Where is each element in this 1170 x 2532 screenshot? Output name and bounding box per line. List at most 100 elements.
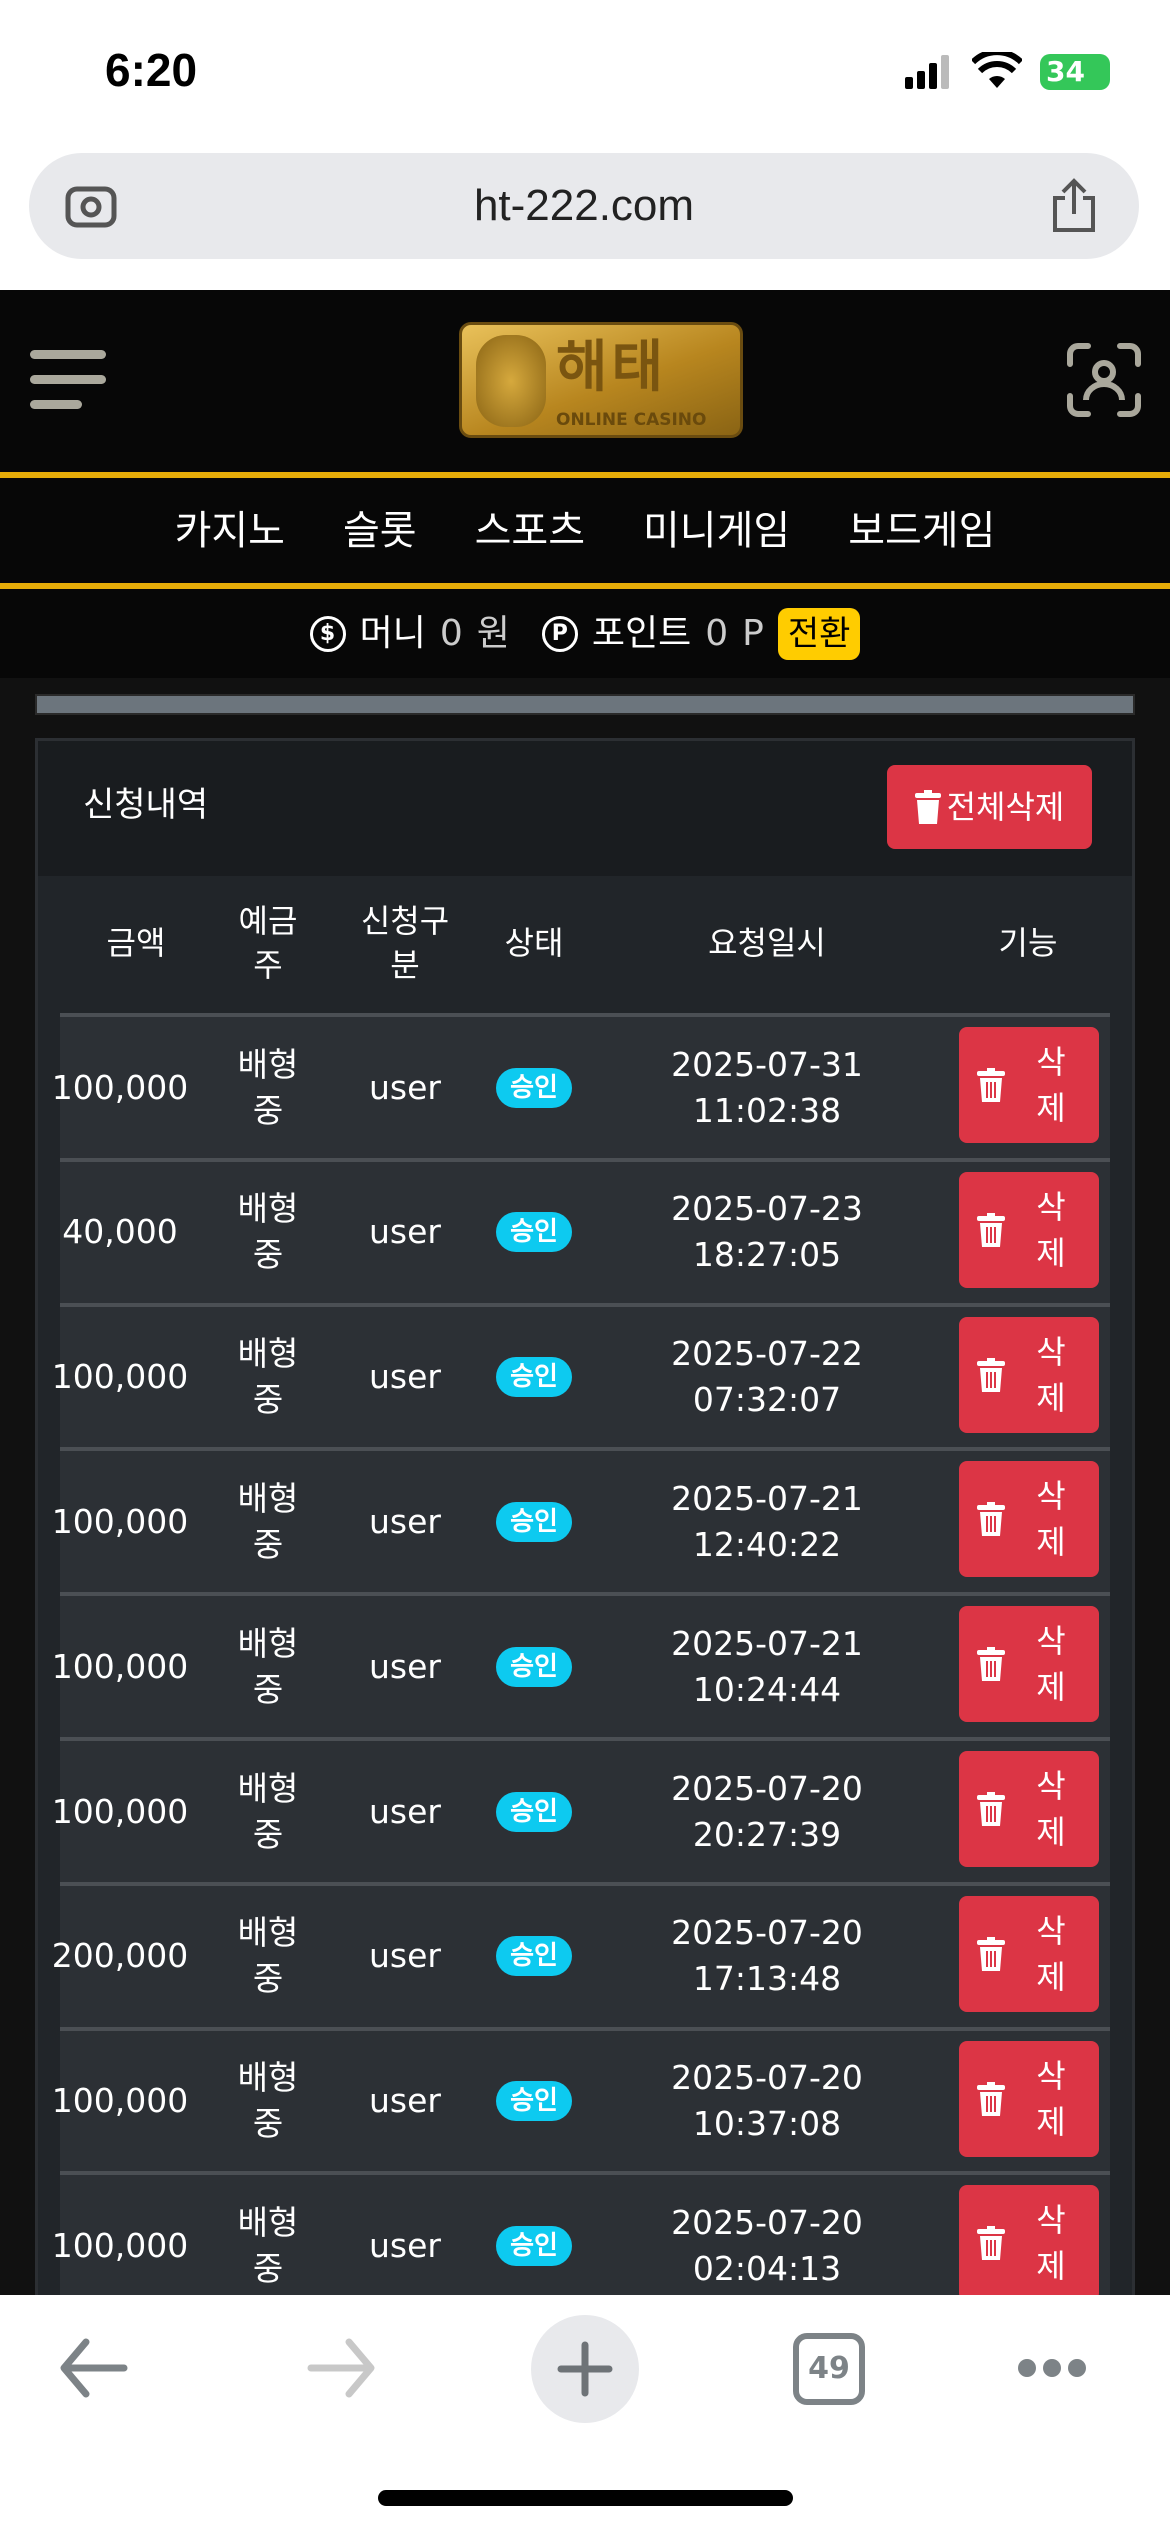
delete-label: 삭제 bbox=[1036, 1911, 1066, 1996]
status-cell: 승인 bbox=[479, 1596, 589, 1737]
delete-label: 삭제 bbox=[1036, 1622, 1066, 1707]
request-time: 10:24:44 bbox=[692, 1669, 842, 1709]
trash-icon bbox=[977, 1212, 1005, 1247]
share-icon[interactable] bbox=[1049, 178, 1099, 234]
type-cell: user bbox=[369, 1357, 441, 1397]
card-title: 신청내역 bbox=[83, 785, 209, 825]
request-time: 17:13:48 bbox=[692, 1959, 842, 1999]
menu-icon[interactable] bbox=[30, 350, 106, 410]
nav-minigame[interactable]: 미니게임 bbox=[643, 507, 791, 554]
trash-icon bbox=[914, 790, 941, 824]
type-cell: user bbox=[369, 1791, 441, 1831]
status-cell: 승인 bbox=[479, 2031, 589, 2172]
status-cell: 승인 bbox=[479, 1886, 589, 2027]
delete-button[interactable]: 삭제 bbox=[959, 1027, 1099, 1143]
nav-casino[interactable]: 카지노 bbox=[174, 507, 285, 554]
table-row: 40,000 배형중 user 승인 2025-07-23 18:27:05 삭제 bbox=[60, 1157, 1110, 1303]
delete-all-button[interactable]: 전체삭제 bbox=[887, 765, 1092, 849]
progress-bar bbox=[35, 694, 1135, 715]
delete-button[interactable]: 삭제 bbox=[959, 1171, 1099, 1288]
money-value: 0 bbox=[439, 612, 463, 654]
trash-icon bbox=[977, 1936, 1005, 1971]
request-time: 02:04:13 bbox=[692, 2248, 842, 2288]
delete-label: 삭제 bbox=[1036, 1332, 1066, 1417]
holder-cell: 배형중 bbox=[237, 2202, 299, 2288]
card-header: 신청내역 전체삭제 bbox=[38, 741, 1132, 876]
convert-button[interactable]: 전환 bbox=[777, 607, 861, 660]
tabs-button[interactable]: 49 bbox=[793, 2333, 865, 2405]
new-tab-button[interactable] bbox=[531, 2315, 639, 2423]
table-row: 100,000 배형중 user 승인 2025-07-20 10:37:08 삭제 bbox=[52, 2026, 1110, 2172]
request-time-cell: 2025-07-23 18:27:05 bbox=[642, 1162, 892, 1303]
request-date: 2025-07-23 bbox=[671, 1189, 863, 1229]
status-bar: 6:20 34 bbox=[0, 0, 1170, 150]
status-badge: 승인 bbox=[496, 1501, 572, 1542]
status-cell: 승인 bbox=[479, 1162, 589, 1303]
request-time-cell: 2025-07-21 12:40:22 bbox=[642, 1451, 892, 1592]
status-badge: 승인 bbox=[496, 1791, 572, 1832]
nav-sports[interactable]: 스포츠 bbox=[474, 507, 585, 554]
site-header: 해태 ONLINE CASINO bbox=[0, 290, 1170, 472]
holder-cell: 배형중 bbox=[237, 1913, 299, 1999]
status-cell: 승인 bbox=[479, 2175, 589, 2316]
delete-button[interactable]: 삭제 bbox=[959, 1751, 1099, 1867]
request-time: 10:37:08 bbox=[692, 2104, 842, 2144]
delete-label: 삭제 bbox=[1036, 2056, 1066, 2141]
main-nav: 카지노 슬롯 스포츠 미니게임 보드게임 bbox=[0, 478, 1170, 583]
amount-cell: 100,000 bbox=[51, 2081, 189, 2121]
camera-search-icon[interactable] bbox=[65, 186, 117, 228]
user-scan-icon[interactable] bbox=[1066, 342, 1142, 418]
request-time: 07:32:07 bbox=[692, 1380, 842, 1420]
status-badge: 승인 bbox=[496, 1646, 572, 1687]
request-date: 2025-07-20 bbox=[671, 1768, 863, 1808]
amount-cell: 100,000 bbox=[51, 1067, 189, 1107]
status-cell: 승인 bbox=[479, 1741, 589, 1882]
money-label: 머니 bbox=[359, 612, 426, 654]
point-icon: P bbox=[541, 615, 578, 652]
delete-button[interactable]: 삭제 bbox=[959, 2040, 1099, 2157]
holder-cell: 배형중 bbox=[237, 1044, 299, 1130]
holder-cell: 배형중 bbox=[237, 1768, 299, 1854]
request-time-cell: 2025-07-20 20:27:39 bbox=[642, 1741, 892, 1882]
amount-cell: 200,000 bbox=[51, 1936, 189, 1976]
battery-level: 34 bbox=[1046, 55, 1085, 88]
delete-button[interactable]: 삭제 bbox=[959, 1461, 1099, 1578]
status-badge: 승인 bbox=[496, 1212, 572, 1253]
point-value: 0 bbox=[705, 612, 729, 654]
divider bbox=[0, 583, 1170, 589]
url-text[interactable]: ht-222.com bbox=[473, 181, 695, 230]
logo-text: 해태 bbox=[556, 335, 668, 400]
request-time: 20:27:39 bbox=[692, 1814, 842, 1854]
request-time-cell: 2025-07-31 11:02:38 bbox=[642, 1017, 892, 1158]
site-logo[interactable]: 해태 ONLINE CASINO bbox=[459, 322, 743, 438]
nav-boardgame[interactable]: 보드게임 bbox=[848, 507, 996, 554]
delete-button[interactable]: 삭제 bbox=[959, 2185, 1099, 2302]
request-time-cell: 2025-07-22 07:32:07 bbox=[642, 1307, 892, 1448]
status-badge: 승인 bbox=[496, 2225, 572, 2266]
delete-all-label: 전체삭제 bbox=[946, 788, 1065, 826]
request-date: 2025-07-20 bbox=[671, 2058, 863, 2098]
table-row: 200,000 배형중 user 승인 2025-07-20 17:13:48 삭제 bbox=[52, 1881, 1110, 2027]
request-date: 2025-07-20 bbox=[671, 1913, 863, 1953]
delete-button[interactable]: 삭제 bbox=[959, 1895, 1099, 2012]
status-cell: 승인 bbox=[479, 1017, 589, 1158]
header-function: 기능 bbox=[998, 924, 1058, 962]
trash-icon bbox=[977, 1502, 1005, 1537]
delete-button[interactable]: 삭제 bbox=[959, 1316, 1099, 1433]
type-cell: user bbox=[369, 2081, 441, 2121]
amount-cell: 100,000 bbox=[51, 1791, 189, 1831]
request-time: 12:40:22 bbox=[692, 1524, 842, 1564]
logo-lion-emblem bbox=[476, 335, 546, 427]
header-request-time: 요청일시 bbox=[708, 924, 826, 962]
amount-cell: 100,000 bbox=[51, 1357, 189, 1397]
address-bar[interactable]: ht-222.com bbox=[29, 153, 1139, 259]
back-icon[interactable] bbox=[60, 2338, 130, 2398]
request-date: 2025-07-22 bbox=[671, 1334, 863, 1374]
delete-button[interactable]: 삭제 bbox=[959, 1606, 1099, 1723]
nav-slot[interactable]: 슬롯 bbox=[342, 507, 417, 554]
trash-icon bbox=[977, 1068, 1005, 1102]
holder-cell: 배형중 bbox=[237, 2058, 299, 2144]
more-icon[interactable] bbox=[1017, 2357, 1087, 2379]
forward-icon[interactable] bbox=[305, 2338, 375, 2398]
type-cell: user bbox=[369, 1212, 441, 1252]
